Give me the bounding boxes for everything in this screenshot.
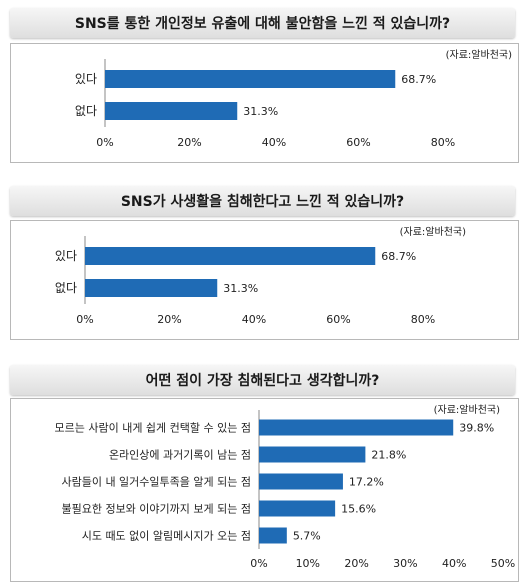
x-tick-label: 40%	[262, 136, 286, 149]
bar	[259, 527, 287, 544]
category-label: 있다	[55, 249, 77, 263]
source-label-2: (자료:알바천국)	[399, 227, 466, 238]
value-label: 5.7%	[293, 530, 321, 543]
value-label: 31.3%	[243, 105, 278, 118]
bar	[259, 473, 343, 490]
x-tick-label: 60%	[346, 136, 370, 149]
value-label: 17.2%	[349, 476, 384, 489]
bar	[105, 70, 396, 88]
source-label-1: (자료:알바천국)	[445, 50, 512, 61]
category-label: 온라인상에 과거기록이 남는 점	[109, 449, 251, 462]
bar	[85, 247, 376, 265]
x-tick-label: 40%	[442, 557, 466, 570]
x-tick-label: 50%	[491, 557, 515, 570]
value-label: 39.8%	[459, 422, 494, 435]
chart-area-2: (자료:알바천국) 있다 68.7% 없다 31.3% 0% 20% 40% 60% 80%	[10, 220, 519, 340]
x-tick-label: 20%	[157, 313, 181, 326]
category-label: 모르는 사람이 내게 쉽게 컨택할 수 있는 점	[54, 422, 251, 435]
bar	[85, 279, 218, 297]
category-label: 없다	[55, 281, 77, 295]
bar	[259, 446, 366, 463]
bar-chart-1: 있다 68.7% 없다 31.3% 0% 20% 40% 60% 80%	[75, 59, 455, 149]
category-label: 시도 때도 없이 알림메시지가 오는 점	[82, 529, 251, 543]
chart-title-2: SNS가 사생활을 침해한다고 느낀 적 있습니까?	[10, 186, 515, 216]
bar	[259, 419, 454, 436]
chart-title-3: 어떤 점이 가장 침해된다고 생각합니까?	[10, 365, 515, 395]
x-tick-label: 40%	[242, 313, 266, 326]
x-tick-label: 0%	[250, 557, 267, 570]
x-tick-label: 20%	[177, 136, 201, 149]
value-label: 31.3%	[223, 282, 258, 295]
value-label: 68.7%	[401, 73, 436, 86]
bar	[259, 500, 336, 517]
chart-title-1: SNS를 통한 개인정보 유출에 대해 불안함을 느낀 적 있습니까?	[10, 8, 515, 38]
x-tick-label: 10%	[296, 557, 320, 570]
bar-chart-2: 있다 68.7% 없다 31.3% 0% 20% 40% 60% 80%	[55, 236, 435, 326]
value-label: 21.8%	[371, 449, 406, 462]
x-tick-label: 0%	[76, 313, 93, 326]
category-label: 사람들이 내 일거수일투족을 알게 되는 점	[61, 475, 251, 489]
x-tick-label: 30%	[393, 557, 417, 570]
x-tick-label: 80%	[411, 313, 435, 326]
x-tick-label: 80%	[431, 136, 455, 149]
category-label: 없다	[75, 104, 97, 118]
value-label: 68.7%	[381, 250, 416, 263]
x-tick-label: 60%	[326, 313, 350, 326]
category-label: 불필요한 정보와 이야기까지 보게 되는 점	[61, 503, 251, 516]
x-tick-label: 20%	[344, 557, 368, 570]
bar	[105, 102, 238, 120]
bar-chart-3: 모르는 사람이 내게 쉽게 컨택할 수 있는 점 39.8% 온라인상에 과거기록이…	[54, 410, 515, 570]
chart-area-1: (자료:알바천국) 있다 68.7% 없다 31.3% 0% 20% 40% 60% 80%	[10, 43, 519, 163]
source-label-3: (자료:알바천국)	[433, 405, 500, 416]
category-label: 있다	[75, 72, 97, 86]
chart-area-3: (자료:알바천국) 모르는 사람이 내게 쉽게 컨택할 수 있는 점 39.8% 온…	[10, 398, 519, 582]
value-label: 15.6%	[341, 503, 376, 516]
x-tick-label: 0%	[96, 136, 113, 149]
